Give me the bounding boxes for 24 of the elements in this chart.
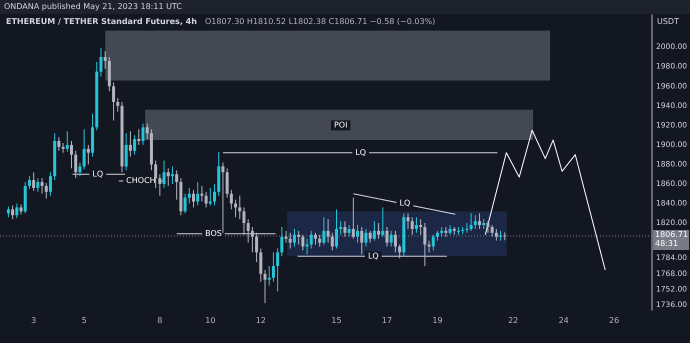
x-tick-label: 19 (432, 316, 443, 325)
x-tick-label: 22 (508, 316, 518, 325)
x-tick-label: 8 (157, 316, 162, 325)
x-tick-label: 3 (31, 316, 36, 325)
annotation: LQ (92, 169, 104, 178)
x-tick-label: 26 (609, 316, 620, 325)
annotation: POI (334, 120, 348, 130)
x-tick-label: 12 (256, 316, 266, 325)
y-axis-title: USDT (657, 17, 679, 27)
text: ONDANA published May 21, 2023 18:11 UTC (4, 2, 182, 12)
annotation: CHOCH (126, 176, 156, 186)
annotation: LQ (368, 251, 379, 260)
text: 48:31 (655, 239, 678, 248)
x-tick-label: 10 (205, 316, 216, 325)
chart-title: ETHEREUM / TETHER Standard Futures, 4h (6, 17, 197, 27)
x-tick-label: 17 (382, 316, 392, 325)
x-tick-label: 15 (331, 316, 342, 325)
x-tick-label: 24 (558, 316, 569, 325)
annotation: LQ (399, 198, 410, 208)
annotation: LQ (355, 148, 366, 157)
annotation: BOS (205, 228, 222, 238)
ref-line-label: 1806.71 (655, 230, 688, 240)
x-tick-label: 5 (82, 316, 87, 325)
annotation: O1807.30 H1810.52 L1802.38 C1806.71 −0.58 (−0.03%) (205, 17, 436, 27)
